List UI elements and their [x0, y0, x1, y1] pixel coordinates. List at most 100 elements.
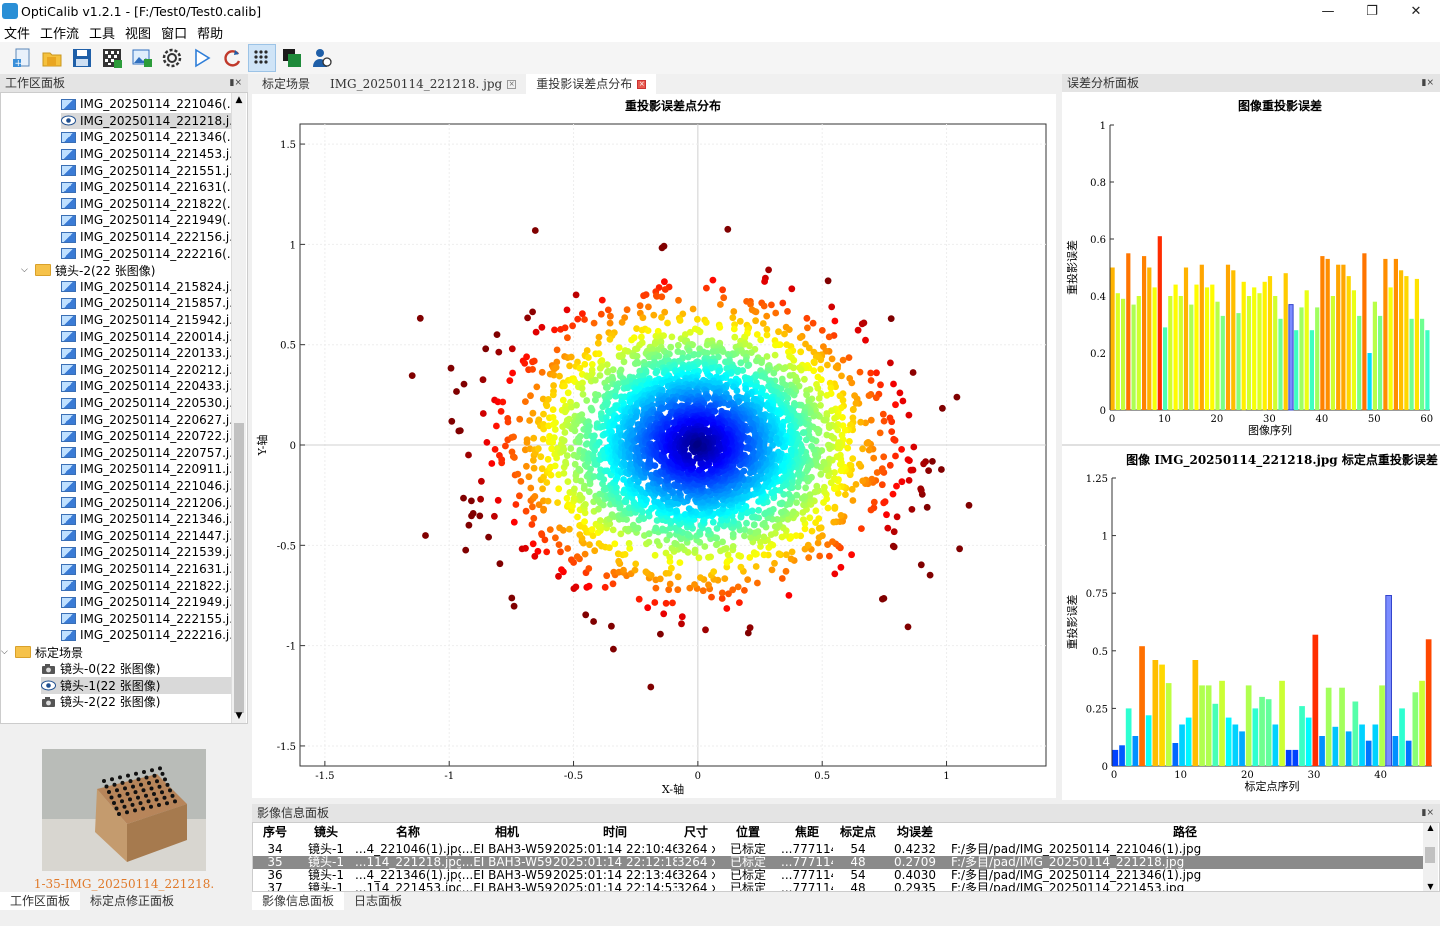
- bar[interactable]: [1159, 664, 1165, 766]
- bar[interactable]: [1145, 715, 1152, 766]
- bar[interactable]: [1204, 287, 1210, 410]
- column-header[interactable]: 焦距: [794, 825, 819, 839]
- tree-item[interactable]: IMG_20250114_221631(...: [61, 179, 238, 196]
- bar[interactable]: [1252, 708, 1259, 766]
- bar[interactable]: [1157, 236, 1162, 410]
- tree-item[interactable]: IMG_20250114_220133.j...: [61, 345, 241, 362]
- tree-item[interactable]: IMG_20250114_221631.j...: [61, 561, 241, 578]
- bar[interactable]: [1126, 253, 1131, 411]
- bar[interactable]: [1419, 680, 1425, 766]
- tree-item[interactable]: IMG_20250114_220433.j...: [61, 378, 241, 395]
- bar[interactable]: [1278, 318, 1283, 410]
- image-info-table[interactable]: 序号 镜头 名称 相机 时间 尺寸 位置 焦距 标定点 均误差 路径 34 镜头-1 ...4_2210…: [252, 822, 1440, 892]
- bar[interactable]: [1257, 293, 1262, 410]
- bar[interactable]: [1404, 276, 1409, 410]
- tree-item[interactable]: IMG_20250114_221551.j...: [61, 162, 241, 179]
- save-icon[interactable]: [68, 44, 96, 72]
- table-row[interactable]: 34 镜头-1 ...4_221046(1).jpg ...EI BAH3-W59 20…: [253, 843, 1423, 856]
- bar[interactable]: [1383, 258, 1388, 410]
- bar[interactable]: [1212, 703, 1219, 766]
- bar[interactable]: [1312, 634, 1319, 766]
- bar[interactable]: [1299, 706, 1305, 766]
- new-file-icon[interactable]: +: [8, 44, 36, 72]
- bar[interactable]: [1192, 660, 1199, 766]
- column-header[interactable]: 位置: [735, 825, 760, 839]
- bar[interactable]: [1420, 318, 1425, 410]
- bar[interactable]: [1252, 287, 1257, 410]
- menu-help[interactable]: 帮助: [197, 26, 224, 42]
- bar[interactable]: [1325, 258, 1330, 410]
- bar[interactable]: [1131, 304, 1136, 410]
- bar[interactable]: [1152, 287, 1157, 410]
- tab-log[interactable]: 日志面板: [354, 894, 403, 908]
- tree-item[interactable]: IMG_20250114_221447.j...: [61, 528, 241, 545]
- maximize-icon[interactable]: ❐: [1366, 3, 1378, 19]
- bar[interactable]: [1351, 290, 1356, 410]
- bar[interactable]: [1409, 318, 1414, 410]
- bar[interactable]: [1362, 253, 1367, 411]
- bar[interactable]: [1330, 296, 1335, 410]
- tree-item[interactable]: IMG_20250114_221346(...: [61, 129, 238, 146]
- tree-item[interactable]: IMG_20250114_221822.j...: [61, 577, 241, 594]
- expand-arrow-icon[interactable]: ⌵: [1, 647, 8, 658]
- bar[interactable]: [1259, 696, 1265, 766]
- column-header[interactable]: 均误差: [896, 825, 933, 839]
- bar[interactable]: [1336, 264, 1341, 410]
- tree-item[interactable]: IMG_20250114_220530.j...: [61, 395, 241, 412]
- bar[interactable]: [1425, 330, 1430, 410]
- bar[interactable]: [1267, 276, 1273, 410]
- tree-item[interactable]: IMG_20250114_221046(...: [61, 96, 238, 113]
- bar[interactable]: [1173, 284, 1178, 410]
- tree-item[interactable]: IMG_20250114_221046.j...: [61, 478, 241, 495]
- bar[interactable]: [1246, 296, 1252, 410]
- tree-item[interactable]: IMG_20250114_220757.j...: [61, 445, 241, 462]
- bar[interactable]: [1388, 287, 1393, 410]
- bar[interactable]: [1189, 304, 1194, 410]
- tree-item[interactable]: IMG_20250114_222155.j...: [61, 611, 241, 628]
- bar[interactable]: [1283, 273, 1288, 410]
- table-scrollbar[interactable]: ▲ ▼: [1423, 823, 1438, 891]
- tree-item[interactable]: IMG_20250114_215942.j...: [61, 312, 241, 329]
- tree-scrollbar[interactable]: ▲ ▼: [231, 93, 246, 723]
- tree-item[interactable]: IMG_20250114_220014.j...: [61, 328, 241, 345]
- bar[interactable]: [1172, 743, 1179, 766]
- bar[interactable]: [1385, 595, 1392, 767]
- bar[interactable]: [1112, 749, 1119, 766]
- expand-arrow-icon[interactable]: ⌵: [21, 265, 28, 276]
- tree-item[interactable]: 镜头-0(22 张图像): [41, 660, 160, 677]
- bar[interactable]: [1414, 278, 1419, 410]
- tab-reproj-scatter[interactable]: 重投影误差点分布 ×: [526, 74, 657, 94]
- tree-item[interactable]: IMG_20250114_215824.j...: [61, 279, 241, 296]
- tab-image-info[interactable]: 影像信息面板: [252, 892, 345, 910]
- tree-item[interactable]: IMG_20250114_220212.j...: [61, 362, 241, 379]
- bar[interactable]: [1225, 264, 1231, 410]
- bar[interactable]: [1245, 685, 1252, 766]
- play-icon[interactable]: [188, 44, 216, 72]
- tree-item[interactable]: 镜头-1(22 张图像): [41, 677, 231, 694]
- bar[interactable]: [1325, 687, 1332, 766]
- bar[interactable]: [1183, 267, 1189, 411]
- tree-item[interactable]: IMG_20250114_215857.j...: [61, 295, 241, 312]
- bar[interactable]: [1262, 281, 1267, 411]
- tree-item[interactable]: ⌵ 标定场景: [1, 644, 83, 661]
- bar[interactable]: [1265, 699, 1272, 766]
- tree-item[interactable]: IMG_20250114_220627.j...: [61, 411, 241, 428]
- bar[interactable]: [1178, 296, 1183, 410]
- bar[interactable]: [1359, 724, 1365, 767]
- pin-icon[interactable]: ▮×: [229, 78, 243, 88]
- column-header[interactable]: 相机: [494, 825, 519, 839]
- minimize-icon[interactable]: —: [1321, 3, 1335, 19]
- refresh-icon[interactable]: [218, 44, 246, 72]
- menu-file[interactable]: 文件: [4, 26, 31, 42]
- bar[interactable]: [1199, 685, 1205, 766]
- column-header[interactable]: 尺寸: [683, 825, 708, 839]
- bar[interactable]: [1132, 736, 1139, 766]
- table-row[interactable]: 37 镜头-1 ...114_221453.jpg ...EI BAH3-W59 202…: [253, 882, 1423, 891]
- bar[interactable]: [1332, 726, 1339, 766]
- bar[interactable]: [1315, 307, 1320, 410]
- bar[interactable]: [1392, 736, 1399, 766]
- tree-item[interactable]: IMG_20250114_220911.j...: [61, 461, 241, 478]
- bar[interactable]: [1219, 680, 1225, 766]
- pin-icon[interactable]: ▮×: [1421, 78, 1435, 88]
- menu-workflow[interactable]: 工作流: [40, 26, 80, 42]
